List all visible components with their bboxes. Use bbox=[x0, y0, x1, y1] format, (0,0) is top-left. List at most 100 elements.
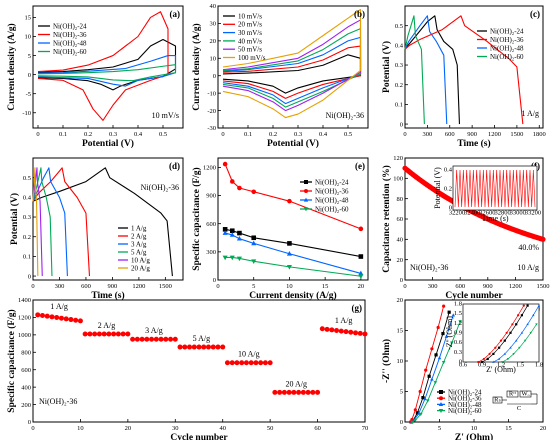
y-tick-label: 0 bbox=[213, 73, 216, 80]
y-tick-label: 10 bbox=[210, 55, 217, 62]
y-tick-label: 0 bbox=[400, 121, 403, 128]
legend-label: Ni(OH)₂-36 bbox=[490, 36, 524, 44]
inset-data-point bbox=[511, 323, 514, 326]
y-tick-label: 0 bbox=[400, 277, 403, 284]
inset-y-tick: 0.6 bbox=[454, 339, 463, 346]
cv-curve bbox=[222, 8, 362, 119]
inset-y-tick: 1.2 bbox=[454, 320, 462, 327]
sample-label: Ni(OH)₂-36 bbox=[39, 397, 77, 406]
x-tick-label: 5 bbox=[252, 283, 255, 290]
x-tick-label: 20 bbox=[125, 425, 132, 432]
legend-label: Ni(OH)₂-60 bbox=[53, 48, 87, 56]
inset-data-point bbox=[523, 339, 527, 342]
data-point bbox=[236, 235, 242, 241]
cycle-point bbox=[144, 336, 150, 342]
y-tick-label: 900 bbox=[206, 193, 216, 200]
y-axis-label: Potential (V) bbox=[9, 193, 20, 245]
sample-label: Ni(OH)₂-36 bbox=[410, 263, 448, 272]
inset-y-tick: 1.5 bbox=[454, 310, 462, 317]
rate-step-label: 1 A/g bbox=[335, 316, 353, 325]
y-tick-label: 600 bbox=[206, 221, 216, 228]
legend-label: 3 A/g bbox=[131, 240, 147, 248]
plot-frame bbox=[217, 5, 369, 129]
circuit-label-rs: Rₛ bbox=[494, 397, 501, 404]
legend-label: Ni(OH)₂-36 bbox=[315, 187, 349, 195]
x-tick-label: 300 bbox=[55, 283, 65, 290]
data-point bbox=[424, 368, 428, 372]
inset-data-point bbox=[505, 331, 508, 334]
legend-label: 1 A/g bbox=[131, 224, 147, 232]
data-point bbox=[410, 420, 415, 424]
gcd-curve bbox=[404, 15, 448, 125]
inset-data-point bbox=[482, 357, 485, 361]
x-axis-label: Potential (V) bbox=[82, 138, 134, 149]
y-tick-label: 5 bbox=[28, 53, 31, 60]
data-point bbox=[358, 274, 364, 280]
inset-x-tick: 32400 bbox=[464, 210, 480, 217]
legend-label: Ni(OH)₂-60 bbox=[490, 53, 524, 61]
x-tick-label: 10 bbox=[471, 425, 478, 432]
data-point bbox=[451, 313, 456, 317]
cycle-point bbox=[172, 336, 178, 342]
cycle-point bbox=[262, 360, 268, 366]
x-tick-label: 1500 bbox=[510, 131, 523, 138]
x-axis-label: Z' (Ohm) bbox=[455, 432, 493, 440]
y-tick-label: 600 bbox=[21, 367, 31, 374]
data-point bbox=[251, 240, 257, 246]
data-point bbox=[229, 228, 235, 234]
inset-data-point bbox=[503, 352, 507, 355]
x-tick-label: 10 bbox=[286, 283, 293, 290]
data-point bbox=[441, 360, 446, 365]
data-point bbox=[430, 347, 434, 351]
data-point bbox=[434, 353, 438, 357]
data-point bbox=[286, 265, 292, 270]
inset-x-tick: 1.8 bbox=[535, 362, 543, 369]
cycle-point bbox=[353, 330, 359, 336]
x-tick-label: 0.3 bbox=[109, 131, 117, 138]
cycle-point bbox=[315, 389, 321, 395]
panel-f: 0 300 600 900 1200 1500 0 20 40 60 80 100 120 Cycle n… bbox=[381, 155, 550, 301]
inset-data-point bbox=[509, 331, 512, 334]
x-tick-label: 600 bbox=[445, 131, 455, 138]
data-point bbox=[222, 161, 228, 167]
cv-curve bbox=[37, 64, 177, 82]
y-tick-label: 100 bbox=[393, 176, 403, 183]
cycle-point bbox=[130, 336, 136, 342]
legend-label: Ni(OH)₂-24 bbox=[315, 178, 349, 186]
inset-data-point bbox=[506, 358, 510, 361]
legend-label: Ni(OH)₂-24 bbox=[490, 27, 524, 35]
data-point bbox=[436, 325, 440, 330]
y-tick-label: 120 bbox=[393, 155, 403, 162]
rate-curve bbox=[225, 256, 361, 277]
y-tick-label: 20 bbox=[397, 257, 404, 264]
x-tick-label: 0 bbox=[216, 283, 219, 290]
data-point bbox=[251, 259, 257, 264]
y-tick-label: 0.5 bbox=[395, 23, 403, 30]
x-tick-label: 60 bbox=[314, 425, 321, 432]
panel-label: (d) bbox=[169, 161, 180, 171]
cycle-point bbox=[357, 330, 363, 336]
sample-label: Ni(OH)₂-36 bbox=[141, 183, 179, 192]
y-axis-label: Current density (A/g) bbox=[6, 23, 17, 110]
data-point bbox=[421, 396, 425, 400]
rate-step-label: 1 A/g bbox=[50, 302, 68, 311]
legend-label: Ni(OH)₂-60 bbox=[448, 407, 482, 415]
data-point bbox=[237, 230, 242, 236]
data-point bbox=[458, 320, 462, 324]
inset-data-point bbox=[492, 352, 495, 356]
legend-label: Ni(OH)₂-48 bbox=[448, 401, 482, 409]
y-tick-label: 0.3 bbox=[23, 214, 31, 221]
cycle-point bbox=[205, 344, 211, 350]
rate-step-label: 2 A/g bbox=[98, 321, 116, 330]
cycle-point bbox=[253, 360, 259, 366]
plot-frame bbox=[32, 157, 184, 281]
plot-frame bbox=[217, 157, 369, 281]
cycle-point bbox=[334, 328, 340, 333]
gcd-curve bbox=[32, 167, 173, 277]
inset-data-point bbox=[497, 357, 501, 360]
data-point bbox=[229, 179, 235, 184]
x-tick-label: 1500 bbox=[537, 283, 550, 290]
cycle-point bbox=[92, 331, 98, 337]
cycle-point bbox=[77, 318, 83, 324]
data-point bbox=[222, 227, 228, 232]
